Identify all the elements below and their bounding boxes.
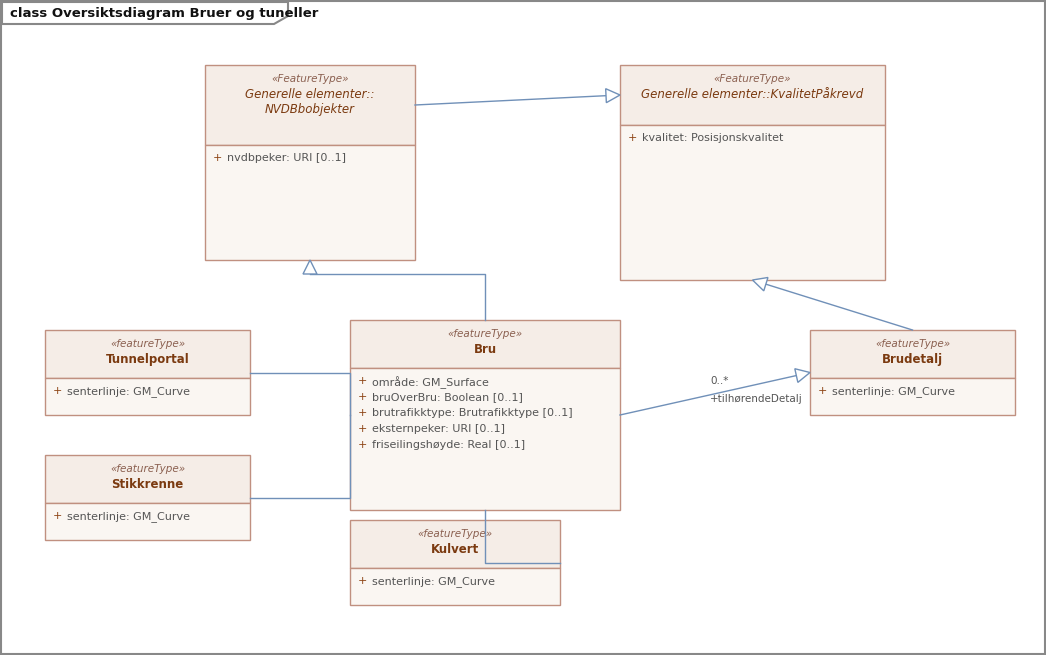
- Text: område: GM_Surface: område: GM_Surface: [372, 376, 488, 389]
- Bar: [45, 503, 250, 540]
- Text: Tunnelportal: Tunnelportal: [106, 353, 189, 366]
- Text: +tilhørendeDetalj: +tilhørendeDetalj: [710, 394, 802, 403]
- Polygon shape: [795, 369, 810, 383]
- Polygon shape: [606, 88, 620, 103]
- Bar: [350, 320, 620, 368]
- Text: Brudetalj: Brudetalj: [882, 353, 943, 366]
- Text: +: +: [53, 386, 63, 396]
- Text: +: +: [358, 408, 367, 418]
- Text: «FeatureType»: «FeatureType»: [271, 74, 348, 84]
- Text: NVDBbobjekter: NVDBbobjekter: [265, 103, 355, 116]
- Bar: [620, 65, 885, 125]
- Text: +: +: [213, 153, 223, 163]
- Bar: [205, 65, 415, 145]
- Text: kvalitet: Posisjonskvalitet: kvalitet: Posisjonskvalitet: [642, 133, 783, 143]
- Bar: [350, 568, 560, 605]
- Text: class Oversiktsdiagram Bruer og tuneller: class Oversiktsdiagram Bruer og tuneller: [10, 7, 318, 20]
- Text: Bru: Bru: [474, 343, 497, 356]
- Bar: [45, 378, 250, 415]
- Text: «featureType»: «featureType»: [448, 329, 523, 339]
- Text: +: +: [358, 424, 367, 434]
- Text: +: +: [358, 376, 367, 386]
- Text: friseilingshøyde: Real [0..1]: friseilingshøyde: Real [0..1]: [372, 440, 525, 450]
- Text: senterlinje: GM_Curve: senterlinje: GM_Curve: [832, 386, 955, 397]
- Text: senterlinje: GM_Curve: senterlinje: GM_Curve: [67, 386, 190, 397]
- Text: «featureType»: «featureType»: [874, 339, 950, 349]
- Bar: [350, 368, 620, 510]
- Text: nvdbpeker: URI [0..1]: nvdbpeker: URI [0..1]: [227, 153, 346, 163]
- Text: +: +: [53, 511, 63, 521]
- Text: «featureType»: «featureType»: [417, 529, 493, 539]
- Text: +: +: [358, 440, 367, 450]
- Text: senterlinje: GM_Curve: senterlinje: GM_Curve: [372, 576, 495, 587]
- Text: «featureType»: «featureType»: [110, 464, 185, 474]
- Bar: [620, 125, 885, 280]
- Text: +: +: [818, 386, 827, 396]
- Text: brutrafikktype: Brutrafikktype [0..1]: brutrafikktype: Brutrafikktype [0..1]: [372, 408, 572, 418]
- Bar: [45, 330, 250, 378]
- Text: Generelle elementer::KvalitetPåkrevd: Generelle elementer::KvalitetPåkrevd: [641, 88, 864, 101]
- Bar: [810, 378, 1015, 415]
- Text: senterlinje: GM_Curve: senterlinje: GM_Curve: [67, 511, 190, 522]
- Polygon shape: [752, 278, 768, 291]
- Bar: [45, 455, 250, 503]
- Text: Generelle elementer::: Generelle elementer::: [245, 88, 374, 101]
- Bar: [810, 330, 1015, 378]
- Polygon shape: [2, 2, 288, 24]
- Text: +: +: [358, 392, 367, 402]
- Bar: [205, 145, 415, 260]
- Text: +: +: [628, 133, 637, 143]
- Text: eksternpeker: URI [0..1]: eksternpeker: URI [0..1]: [372, 424, 505, 434]
- Text: 0..*: 0..*: [710, 376, 728, 386]
- Text: «featureType»: «featureType»: [110, 339, 185, 349]
- Polygon shape: [303, 260, 317, 274]
- Text: «FeatureType»: «FeatureType»: [713, 74, 791, 84]
- Bar: [350, 520, 560, 568]
- Text: Stikkrenne: Stikkrenne: [111, 478, 184, 491]
- Text: +: +: [358, 576, 367, 586]
- Text: bruOverBru: Boolean [0..1]: bruOverBru: Boolean [0..1]: [372, 392, 523, 402]
- Text: Kulvert: Kulvert: [431, 543, 479, 556]
